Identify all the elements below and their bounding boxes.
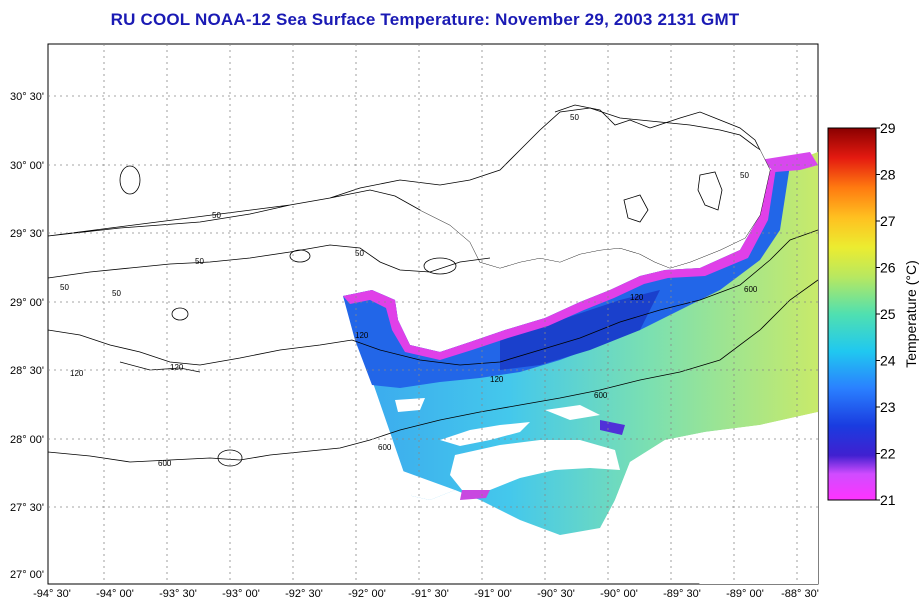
svg-text:27° 00': 27° 00' [10, 569, 44, 581]
svg-text:-94° 30': -94° 30' [33, 588, 71, 600]
svg-text:-93° 00': -93° 00' [222, 588, 260, 600]
colorbar-tick-label: 29 [880, 120, 896, 136]
svg-text:-92° 00': -92° 00' [348, 588, 386, 600]
colorbar-tick-label: 24 [880, 353, 896, 369]
coastline [48, 104, 771, 269]
svg-text:-91° 00': -91° 00' [474, 588, 512, 600]
svg-text:29° 00': 29° 00' [10, 297, 44, 309]
colorbar-tick-label: 28 [880, 167, 896, 183]
colorbar-tick-label: 23 [880, 399, 896, 415]
svg-text:-91° 30': -91° 30' [411, 588, 449, 600]
latitude-labels: 30° 30' 30° 00' 29° 30' 29° 00' 28° 30' … [10, 91, 44, 581]
colorbar-tick-label: 26 [880, 260, 896, 276]
colorbar-tick-label: 27 [880, 213, 896, 229]
colorbar-label: Temperature (°C) [903, 260, 919, 368]
svg-text:-94° 00': -94° 00' [96, 588, 134, 600]
colorbar-tick-label: 21 [880, 492, 896, 508]
svg-text:27° 30': 27° 30' [10, 502, 44, 514]
svg-text:120: 120 [170, 363, 184, 372]
svg-text:50: 50 [195, 257, 204, 266]
svg-text:50: 50 [212, 211, 221, 220]
svg-text:-90° 00': -90° 00' [600, 588, 638, 600]
svg-text:29° 30': 29° 30' [10, 228, 44, 240]
svg-text:-90° 30': -90° 30' [537, 588, 575, 600]
svg-text:-89° 30': -89° 30' [663, 588, 701, 600]
contour-labels: 50 50 50 50 50 50 50 120 120 120 120 120… [60, 113, 758, 468]
svg-text:600: 600 [378, 443, 392, 452]
svg-text:120: 120 [355, 331, 369, 340]
svg-text:-89° 00': -89° 00' [726, 588, 764, 600]
temperature-colorbar: 29 28 27 26 25 24 23 22 21 Temperature (°C) [827, 120, 919, 508]
graticule [48, 44, 818, 584]
svg-text:600: 600 [594, 391, 608, 400]
colorbar-gradient [827, 127, 877, 501]
svg-text:50: 50 [112, 289, 121, 298]
svg-text:600: 600 [744, 285, 758, 294]
svg-text:50: 50 [740, 171, 749, 180]
svg-text:120: 120 [630, 293, 644, 302]
svg-text:50: 50 [355, 249, 364, 258]
svg-text:-92° 30': -92° 30' [285, 588, 323, 600]
svg-text:28° 00': 28° 00' [10, 434, 44, 446]
colorbar-ticks: 29 28 27 26 25 24 23 22 21 [876, 120, 896, 508]
svg-text:120: 120 [490, 375, 504, 384]
svg-text:50: 50 [60, 283, 69, 292]
svg-text:-88° 30': -88° 30' [781, 588, 819, 600]
colorbar-tick-label: 25 [880, 306, 896, 322]
svg-text:28° 30': 28° 30' [10, 365, 44, 377]
svg-text:120: 120 [70, 369, 84, 378]
svg-text:30° 00': 30° 00' [10, 160, 44, 172]
svg-text:50: 50 [570, 113, 579, 122]
svg-text:600: 600 [158, 459, 172, 468]
colorbar-tick-label: 22 [880, 446, 896, 462]
svg-text:30° 30': 30° 30' [10, 91, 44, 103]
longitude-labels: -94° 30' -94° 00' -93° 30' -93° 00' -92°… [33, 588, 819, 600]
map-title: RU COOL NOAA-12 Sea Surface Temperature:… [110, 10, 740, 29]
svg-text:-93° 30': -93° 30' [159, 588, 197, 600]
